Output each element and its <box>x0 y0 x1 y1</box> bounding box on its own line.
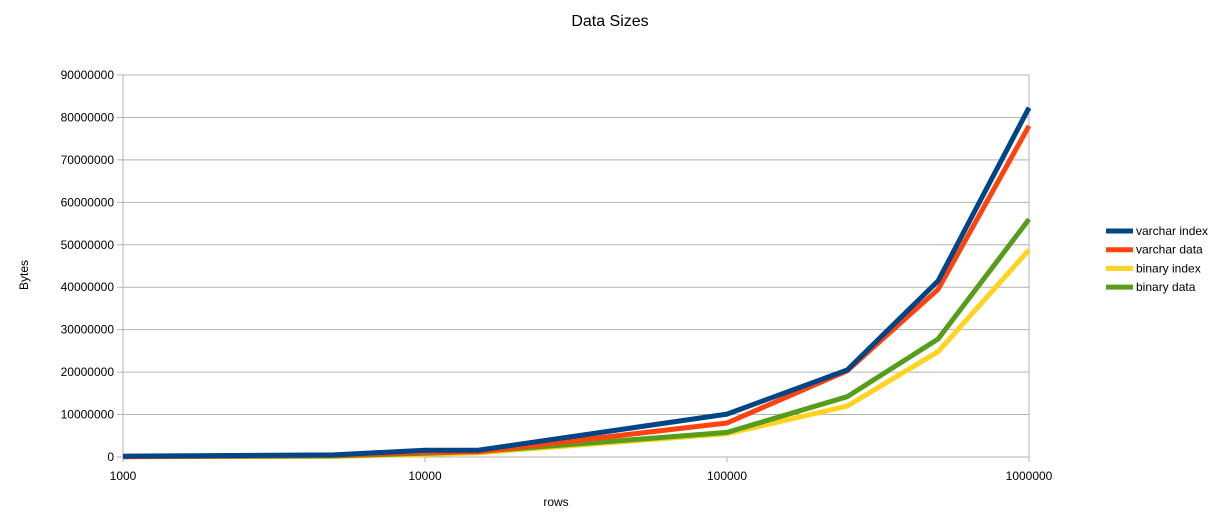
chart-title: Data Sizes <box>571 13 648 30</box>
series-line-3 <box>122 217 1031 460</box>
legend: varchar index varchar data binary index bin… <box>1106 224 1208 294</box>
legend-label: varchar index <box>1136 224 1208 238</box>
y-tick-label: 50000000 <box>61 238 115 252</box>
y-axis-ticks: 0 10000000 20000000 30000000 40000000 5000000… <box>61 68 123 464</box>
y-tick-label: 10000000 <box>61 408 115 422</box>
x-tick-label: 10000 <box>408 469 442 483</box>
y-tick-label: 90000000 <box>61 68 115 82</box>
grid-lines <box>123 74 1029 458</box>
series-lines <box>122 106 1032 460</box>
x-tick-label: 100000 <box>707 469 747 483</box>
x-tick-label: 1000 <box>110 469 137 483</box>
y-tick-label: 60000000 <box>61 195 115 209</box>
series-line-0 <box>122 106 1032 459</box>
x-axis-title: rows <box>543 495 568 509</box>
y-tick-label: 30000000 <box>61 323 115 337</box>
y-tick-label: 80000000 <box>61 110 115 124</box>
y-tick-label: 40000000 <box>61 280 115 294</box>
legend-label: varchar data <box>1136 243 1203 257</box>
x-tick-label: 1000000 <box>1006 469 1053 483</box>
series-line-1 <box>122 124 1032 460</box>
series-line-2 <box>122 248 1031 460</box>
plot-area-border <box>122 74 1030 458</box>
y-tick-label: 20000000 <box>61 365 115 379</box>
x-axis-ticks: 1000 10000 100000 1000000 <box>110 457 1053 483</box>
y-tick-label: 0 <box>107 450 114 464</box>
y-tick-label: 70000000 <box>61 153 115 167</box>
legend-label: binary index <box>1136 261 1201 275</box>
legend-label: binary data <box>1136 280 1196 294</box>
y-axis-title: Bytes <box>17 260 31 290</box>
